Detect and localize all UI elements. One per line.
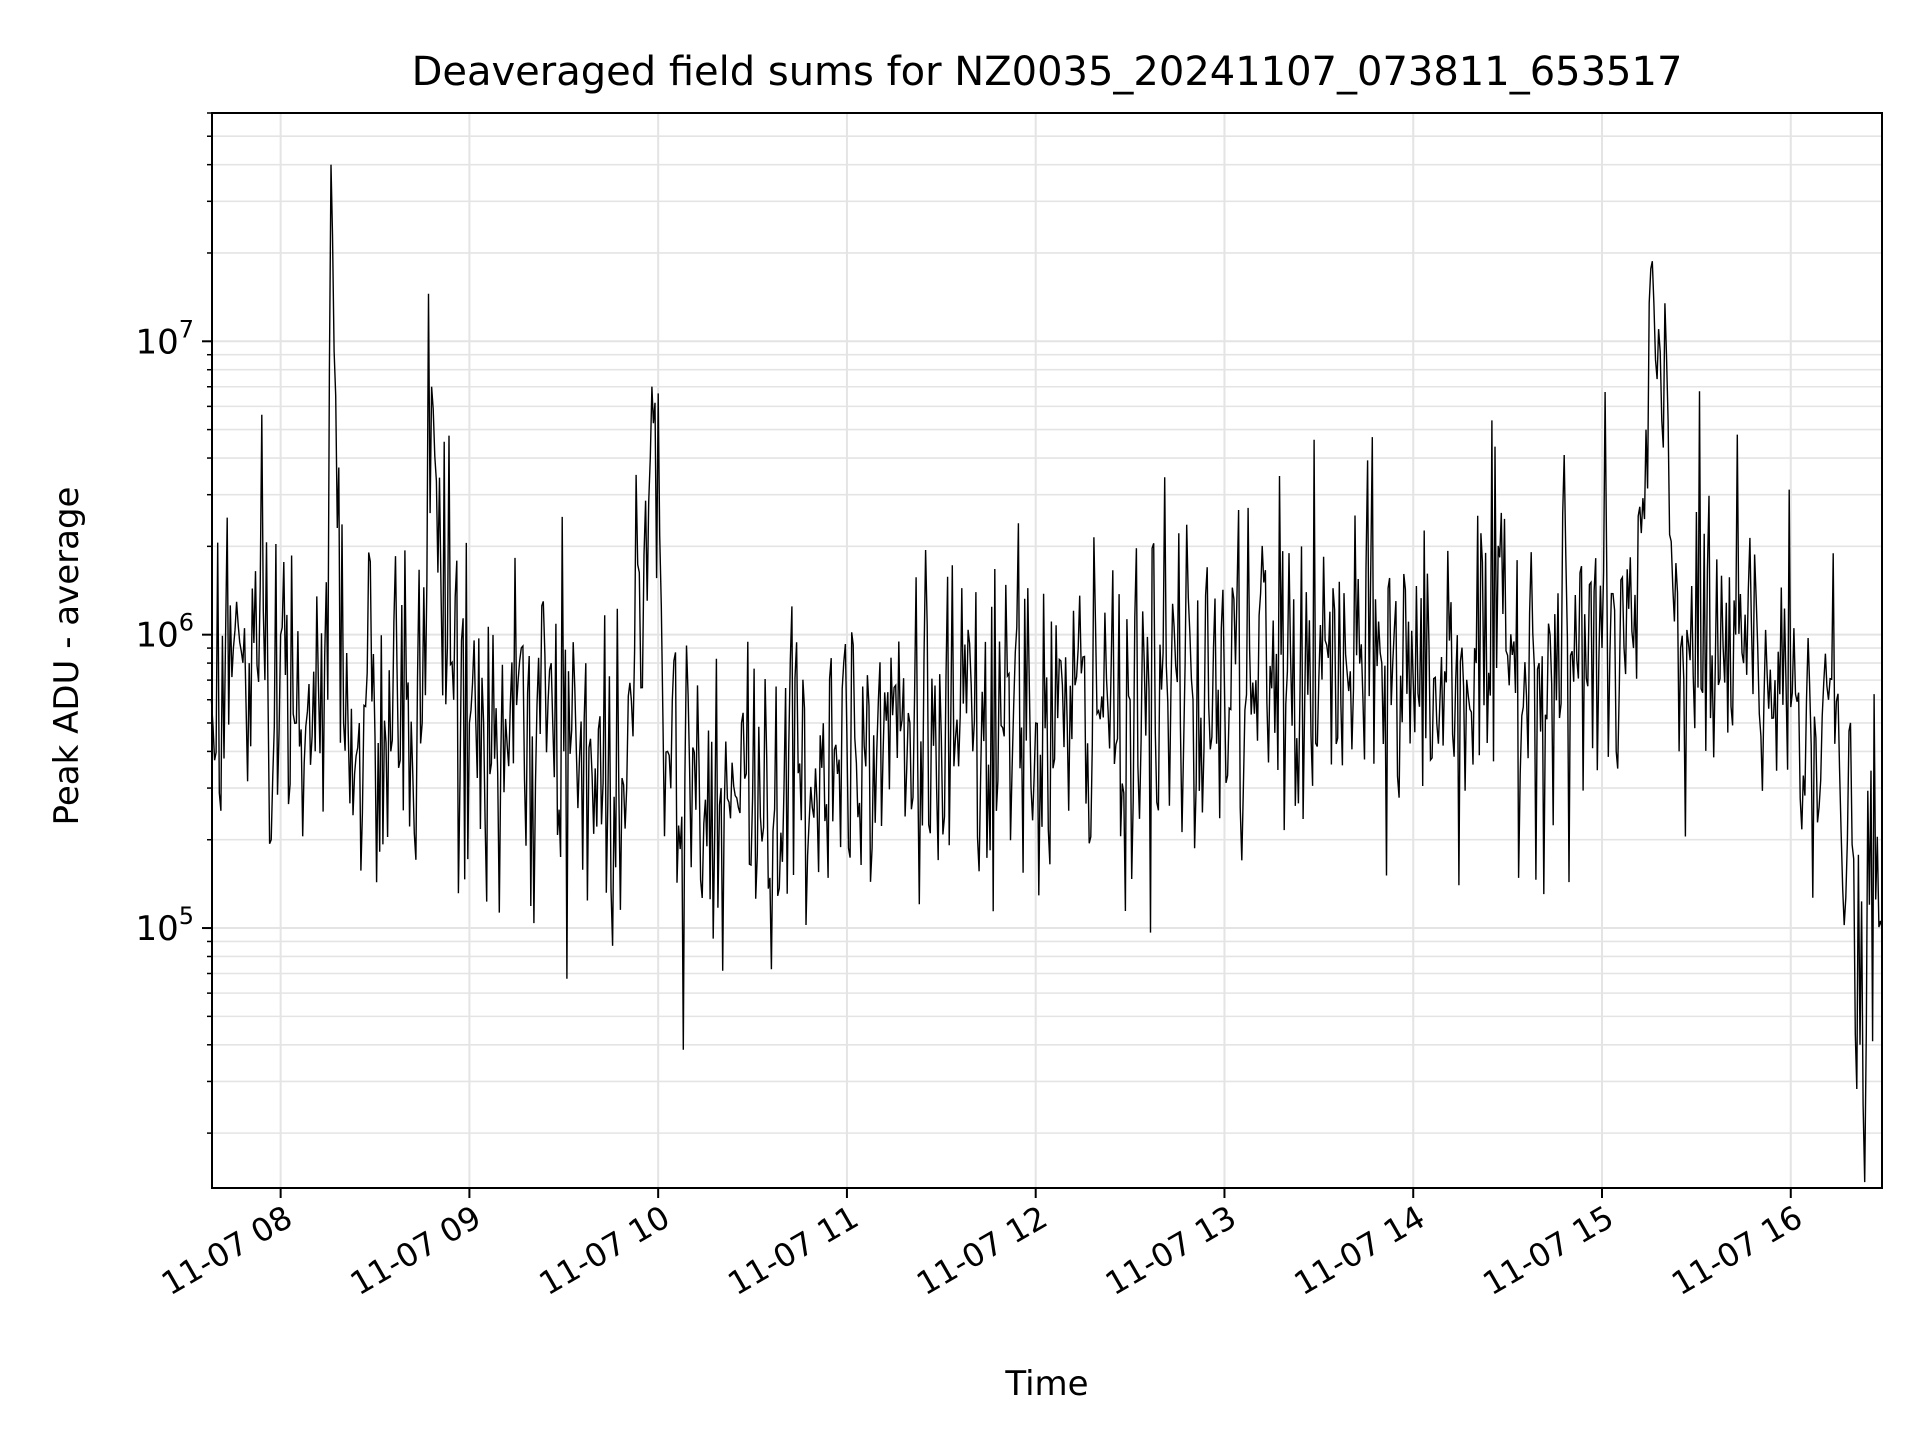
y-tick-label: 105 xyxy=(135,902,194,949)
y-tick-label: 107 xyxy=(135,315,194,362)
x-axis-label: Time xyxy=(1004,1364,1088,1404)
x-axis-ticks: 11-07 08 11-07 09 11-07 10 11-07 11 11-07 12… xyxy=(155,1188,1809,1303)
x-tick-label: 11-07 14 xyxy=(1288,1198,1432,1303)
x-tick-label: 11-07 09 xyxy=(344,1198,488,1303)
y-axis-label: Peak ADU - average xyxy=(47,487,87,826)
x-tick-label: 11-07 08 xyxy=(155,1198,299,1303)
x-tick-label: 11-07 11 xyxy=(721,1198,865,1303)
series-line-0 xyxy=(210,164,1883,1183)
x-tick-label: 11-07 10 xyxy=(533,1198,677,1303)
series-layer xyxy=(210,164,1883,1183)
x-tick-label: 11-07 13 xyxy=(1099,1198,1243,1303)
x-gridlines xyxy=(279,113,1792,1188)
x-tick-label: 11-07 15 xyxy=(1476,1198,1620,1303)
x-tick-label: 11-07 12 xyxy=(910,1198,1054,1303)
chart-title: Deaveraged field sums for NZ0035_2024110… xyxy=(412,49,1683,95)
y-tick-label: 106 xyxy=(135,609,194,656)
x-tick-label: 11-07 16 xyxy=(1665,1198,1809,1303)
plot-frame xyxy=(211,112,1883,1189)
y-axis-ticks: 105 106 107 xyxy=(135,112,212,1134)
